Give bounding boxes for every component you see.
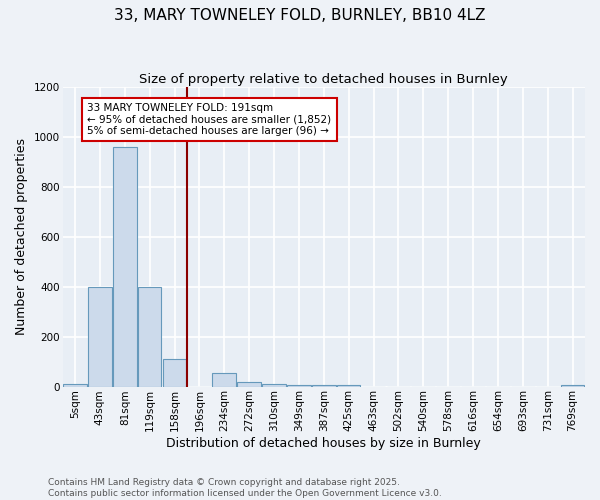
- Text: 33, MARY TOWNELEY FOLD, BURNLEY, BB10 4LZ: 33, MARY TOWNELEY FOLD, BURNLEY, BB10 4L…: [114, 8, 486, 22]
- Text: 33 MARY TOWNELEY FOLD: 191sqm
← 95% of detached houses are smaller (1,852)
5% of: 33 MARY TOWNELEY FOLD: 191sqm ← 95% of d…: [88, 103, 332, 136]
- Bar: [163, 359, 187, 386]
- Bar: [63, 384, 87, 386]
- Bar: [212, 373, 236, 386]
- X-axis label: Distribution of detached houses by size in Burnley: Distribution of detached houses by size …: [166, 437, 481, 450]
- Bar: [113, 146, 137, 386]
- Bar: [138, 286, 161, 386]
- Bar: [88, 286, 112, 386]
- Y-axis label: Number of detached properties: Number of detached properties: [15, 138, 28, 335]
- Bar: [238, 382, 261, 386]
- Bar: [262, 384, 286, 386]
- Text: Contains HM Land Registry data © Crown copyright and database right 2025.
Contai: Contains HM Land Registry data © Crown c…: [48, 478, 442, 498]
- Title: Size of property relative to detached houses in Burnley: Size of property relative to detached ho…: [139, 72, 508, 86]
